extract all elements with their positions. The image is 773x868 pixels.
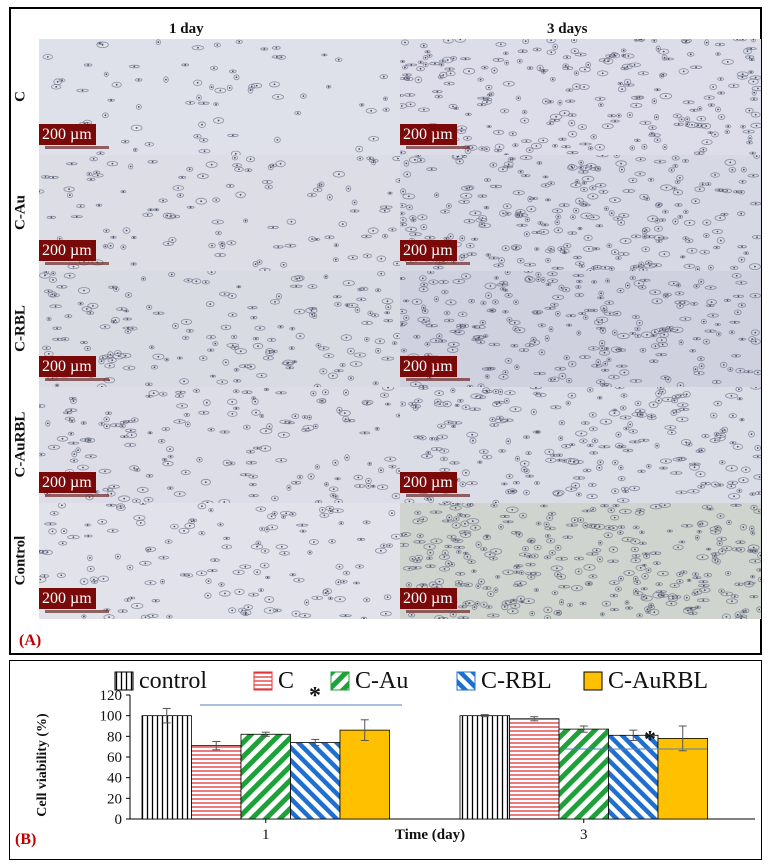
legend-label: C-AuRBL [608, 668, 709, 694]
row-label-c-rbl: C-RBL [12, 305, 29, 352]
legend-item-c-au: C-Au [330, 668, 408, 694]
legend-label: C [278, 668, 295, 694]
micrograph-c-1-day: 200 µm [39, 39, 400, 155]
micrograph-c-au-1-day: 200 µm [39, 155, 400, 271]
column-header-3-days: 3 days [547, 21, 588, 37]
scale-bar-label: 200 µm [39, 240, 96, 261]
panel-a-tag: (A) [19, 632, 42, 649]
scale-bar-label: 200 µm [39, 356, 96, 377]
x-tick-label: 3 [580, 827, 588, 843]
scale-bar-label: 200 µm [39, 588, 96, 609]
legend-label: C-RBL [481, 668, 552, 694]
scale-bar-line [406, 262, 470, 265]
scale-bar-line [45, 610, 109, 613]
legend-swatch [583, 671, 603, 691]
y-tick-label: 0 [115, 812, 123, 828]
panel-b-viability-chart: control C C-Au C-RBL C-AuRBL Cell viability … [9, 660, 762, 860]
y-tick-label: 100 [100, 709, 123, 725]
significance-asterisk: * [309, 683, 321, 709]
micrograph-c-au-3-days: 200 µm [400, 155, 761, 271]
y-tick-label: 60 [107, 750, 122, 766]
row-label-c-aurbl: C-AuRBL [12, 411, 29, 478]
panel-a-microscopy-figure: 1 day 3 days C C-Au C-RBL C-AuRBL Control 20… [9, 7, 762, 655]
bar-c-au-day-1 [240, 733, 291, 820]
scale-bar-line [45, 262, 109, 265]
micrograph-c-rbl-1-day: 200 µm [39, 271, 400, 387]
y-tick-label: 20 [107, 791, 122, 807]
legend-item-c: C [253, 668, 294, 694]
bar-c-aurbl-day-3 [657, 738, 708, 820]
scale-bar-label: 200 µm [400, 356, 457, 377]
y-tick-label: 120 [100, 688, 123, 704]
micrograph-c-aurbl-1-day: 200 µm [39, 387, 400, 503]
scale-bar-line [406, 146, 470, 149]
micrograph-c-rbl-3-days: 200 µm [400, 271, 761, 387]
bar-chart-svg: 0 20 40 60 80 100 120 1 3 * * Time (day) [100, 683, 755, 843]
bar-c-au-day-3 [558, 728, 609, 820]
bar-control-day-3 [459, 715, 510, 820]
scale-bar-label: 200 µm [400, 472, 457, 493]
y-tick-label: 40 [107, 771, 122, 787]
significance-asterisk: * [644, 727, 656, 753]
scale-bar-line [406, 494, 470, 497]
y-tick-label: 80 [107, 729, 122, 745]
legend-label: C-Au [355, 668, 409, 694]
row-label-control: Control [12, 535, 29, 586]
column-header-1-day: 1 day [169, 21, 204, 37]
legend-item-c-rbl: C-RBL [456, 668, 552, 694]
bar-c-aurbl-day-1 [339, 729, 390, 820]
scale-bar-label: 200 µm [39, 124, 96, 145]
scale-bar-line [406, 378, 470, 381]
chart-legend: control C C-Au C-RBL C-AuRBL [10, 665, 761, 695]
scale-bar-line [45, 494, 109, 497]
scale-bar-line [45, 146, 109, 149]
scale-bar-label: 200 µm [400, 240, 457, 261]
micrograph-c-aurbl-3-days: 200 µm [400, 387, 761, 503]
legend-swatch [253, 671, 273, 691]
scale-bar-line [45, 378, 109, 381]
scale-bar-line [406, 610, 470, 613]
scale-bar-label: 200 µm [400, 124, 457, 145]
bar-c-rbl-day-1 [290, 742, 341, 820]
x-axis-label: Time (day) [395, 827, 465, 843]
legend-label: control [139, 668, 207, 694]
row-label-c: C [12, 91, 29, 102]
legend-swatch [114, 671, 134, 691]
micrograph-control-3-days: 200 µm [400, 503, 761, 619]
legend-swatch [456, 671, 476, 691]
row-label-c-au: C-Au [12, 195, 29, 231]
panel-b-tag: (B) [15, 831, 37, 848]
scale-bar-label: 200 µm [39, 472, 96, 493]
bar-c-day-1 [191, 745, 242, 820]
scale-bar-label: 200 µm [400, 588, 457, 609]
bar-control-day-1 [141, 715, 192, 820]
legend-swatch [330, 671, 350, 691]
legend-item-control: control [114, 668, 207, 694]
x-tick-label: 1 [262, 827, 270, 843]
micrograph-c-3-days: 200 µm [400, 39, 761, 155]
micrograph-control-1-day: 200 µm [39, 503, 400, 619]
legend-item-c-aurbl: C-AuRBL [583, 668, 708, 694]
bar-c-day-3 [509, 718, 560, 820]
